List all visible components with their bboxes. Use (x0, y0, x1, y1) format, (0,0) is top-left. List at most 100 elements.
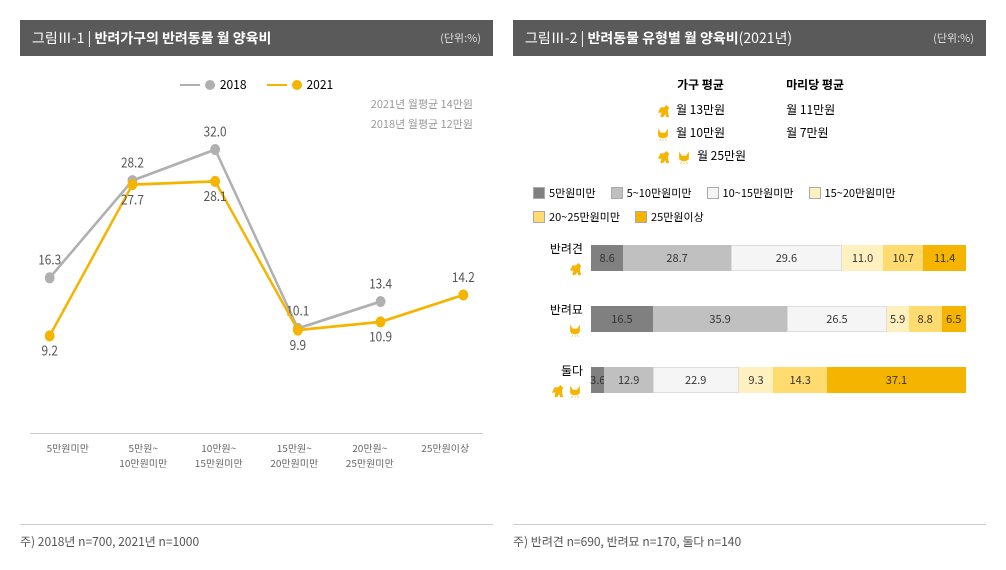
x-label: 25만원이상 (408, 440, 484, 470)
bar-container: 8.628.729.611.010.711.4 (591, 245, 966, 271)
left-footnote: 주) 2018년 n=700, 2021년 n=1000 (20, 524, 493, 550)
bar-segment: 16.5 (591, 306, 653, 332)
bar-segment: 6.5 (942, 306, 966, 332)
summary-row: 월 10만원 (655, 124, 746, 141)
left-unit: (단위:%) (440, 30, 481, 46)
legend-label: 10~15만원미만 (723, 185, 794, 201)
svg-text:27.7: 27.7 (121, 189, 144, 209)
legend-label: 5만원미만 (549, 185, 596, 201)
summary-col-household: 가구 평균월 13만원월 10만원월 25만원 (655, 76, 746, 170)
bar-segment: 37.1 (827, 367, 966, 393)
bar-container: 3.612.922.99.314.337.1 (591, 367, 966, 393)
x-label: 5만원미만 (30, 440, 106, 470)
legend-label: 20~25만원미만 (549, 209, 620, 225)
cat-icon (567, 382, 583, 398)
legend-label: 5~10만원미만 (627, 185, 692, 201)
bar-label: 반려견 (533, 240, 583, 257)
svg-text:28.2: 28.2 (121, 152, 144, 172)
summary-value: 월 25만원 (697, 147, 746, 164)
summary-row (786, 147, 844, 164)
bar-segment: 8.6 (591, 245, 623, 271)
svg-text:28.1: 28.1 (204, 185, 227, 205)
svg-text:9.2: 9.2 (42, 340, 58, 360)
svg-text:13.4: 13.4 (369, 272, 392, 292)
bar-segment: 10.7 (883, 245, 923, 271)
summary-row: 월 25만원 (655, 147, 746, 164)
cat-icon (676, 148, 692, 164)
dog-icon (549, 382, 565, 398)
bar-segment: 11.0 (842, 245, 883, 271)
left-title-bar: 그림Ⅲ-1 | 반려가구의 반려동물 월 양육비 (단위:%) (20, 20, 493, 56)
summary-value: 월 10만원 (676, 124, 725, 141)
left-chart-area: 2018 2021 2021년 월평균 14만원 2018년 월평균 12만원 … (20, 56, 493, 516)
legend-swatch (533, 187, 545, 199)
bar-icons (533, 260, 583, 276)
x-axis-labels: 5만원미만5만원~10만원미만10만원~15만원미만15만원~20만원미만20만… (30, 433, 483, 470)
bar-segment: 22.9 (653, 367, 739, 393)
legend-2021: 2021 (267, 76, 334, 93)
bar-row: 반려견 8.628.729.611.010.711.4 (533, 240, 966, 276)
bar-row: 반려묘 16.535.926.55.98.86.5 (533, 301, 966, 337)
pet-summary: 가구 평균월 13만원월 10만원월 25만원 마리당 평균월 11만원월 7만원 (523, 76, 976, 170)
bar-segment: 26.5 (787, 306, 886, 332)
bar-legend: 5만원미만 5~10만원미만 10~15만원미만 15~20만원미만 20~25만원미만… (523, 185, 976, 225)
bar-segment: 28.7 (623, 245, 731, 271)
svg-text:9.9: 9.9 (290, 334, 306, 354)
legend-2018: 2018 (180, 76, 247, 93)
legend-swatch (809, 187, 821, 199)
legend-swatch (707, 187, 719, 199)
legend-label: 15~20만원미만 (825, 185, 896, 201)
dog-icon (655, 102, 671, 118)
bar-legend-item: 5만원미만 (533, 185, 596, 201)
right-chart-area: 가구 평균월 13만원월 10만원월 25만원 마리당 평균월 11만원월 7만원… (513, 56, 986, 516)
bar-segment: 9.3 (739, 367, 774, 393)
bar-segment: 14.3 (773, 367, 827, 393)
bar-row: 둘다 3.612.922.99.314.337.1 (533, 362, 966, 398)
bar-icons (533, 382, 583, 398)
summary-row: 월 7만원 (786, 124, 844, 141)
cat-icon (655, 125, 671, 141)
col-header: 마리당 평균 (786, 76, 844, 93)
bar-segment: 29.6 (731, 245, 842, 271)
bar-segment: 8.8 (909, 306, 942, 332)
bar-label: 둘다 (533, 362, 583, 379)
right-footnote: 주) 반려견 n=690, 반려묘 n=170, 둘다 n=140 (513, 524, 986, 550)
legend-swatch (533, 211, 545, 223)
bar-segment: 12.9 (604, 367, 652, 393)
bar-legend-item: 20~25만원미만 (533, 209, 620, 225)
bar-label-wrap: 반려묘 (533, 301, 583, 337)
line-legend: 2018 2021 (30, 76, 483, 93)
bar-legend-item: 5~10만원미만 (611, 185, 692, 201)
svg-text:14.2: 14.2 (452, 266, 475, 286)
bar-legend-item: 15~20만원미만 (809, 185, 896, 201)
summary-row: 월 13만원 (655, 101, 746, 118)
bar-segment: 35.9 (653, 306, 787, 332)
dog-icon (567, 260, 583, 276)
svg-text:32.0: 32.0 (204, 121, 227, 141)
x-label: 10만원~15만원미만 (181, 440, 257, 470)
bar-segment: 5.9 (887, 306, 909, 332)
summary-value (786, 147, 789, 164)
col-header: 가구 평균 (655, 76, 746, 93)
x-label: 5만원~10만원미만 (106, 440, 182, 470)
dog-icon (655, 148, 671, 164)
bar-label-wrap: 둘다 (533, 362, 583, 398)
right-title-bar: 그림Ⅲ-2 | 반려동물 유형별 월 양육비(2021년) (단위:%) (513, 20, 986, 56)
line-chart: 16.328.232.010.113.49.227.728.19.910.914… (30, 103, 483, 433)
right-unit: (단위:%) (933, 30, 974, 46)
right-panel: 그림Ⅲ-2 | 반려동물 유형별 월 양육비(2021년) (단위:%) 가구 … (513, 20, 986, 550)
cat-icon (567, 321, 583, 337)
svg-text:16.3: 16.3 (38, 249, 61, 269)
summary-value: 월 7만원 (786, 124, 828, 141)
legend-swatch (635, 211, 647, 223)
bar-icons (533, 321, 583, 337)
legend-swatch (611, 187, 623, 199)
left-panel: 그림Ⅲ-1 | 반려가구의 반려동물 월 양육비 (단위:%) 2018 202… (20, 20, 493, 550)
bar-label-wrap: 반려견 (533, 240, 583, 276)
x-label: 20만원~25만원미만 (332, 440, 408, 470)
svg-text:10.9: 10.9 (369, 326, 392, 346)
bar-container: 16.535.926.55.98.86.5 (591, 306, 966, 332)
summary-row: 월 11만원 (786, 101, 844, 118)
bar-segment: 11.4 (923, 245, 966, 271)
bar-legend-item: 10~15만원미만 (707, 185, 794, 201)
